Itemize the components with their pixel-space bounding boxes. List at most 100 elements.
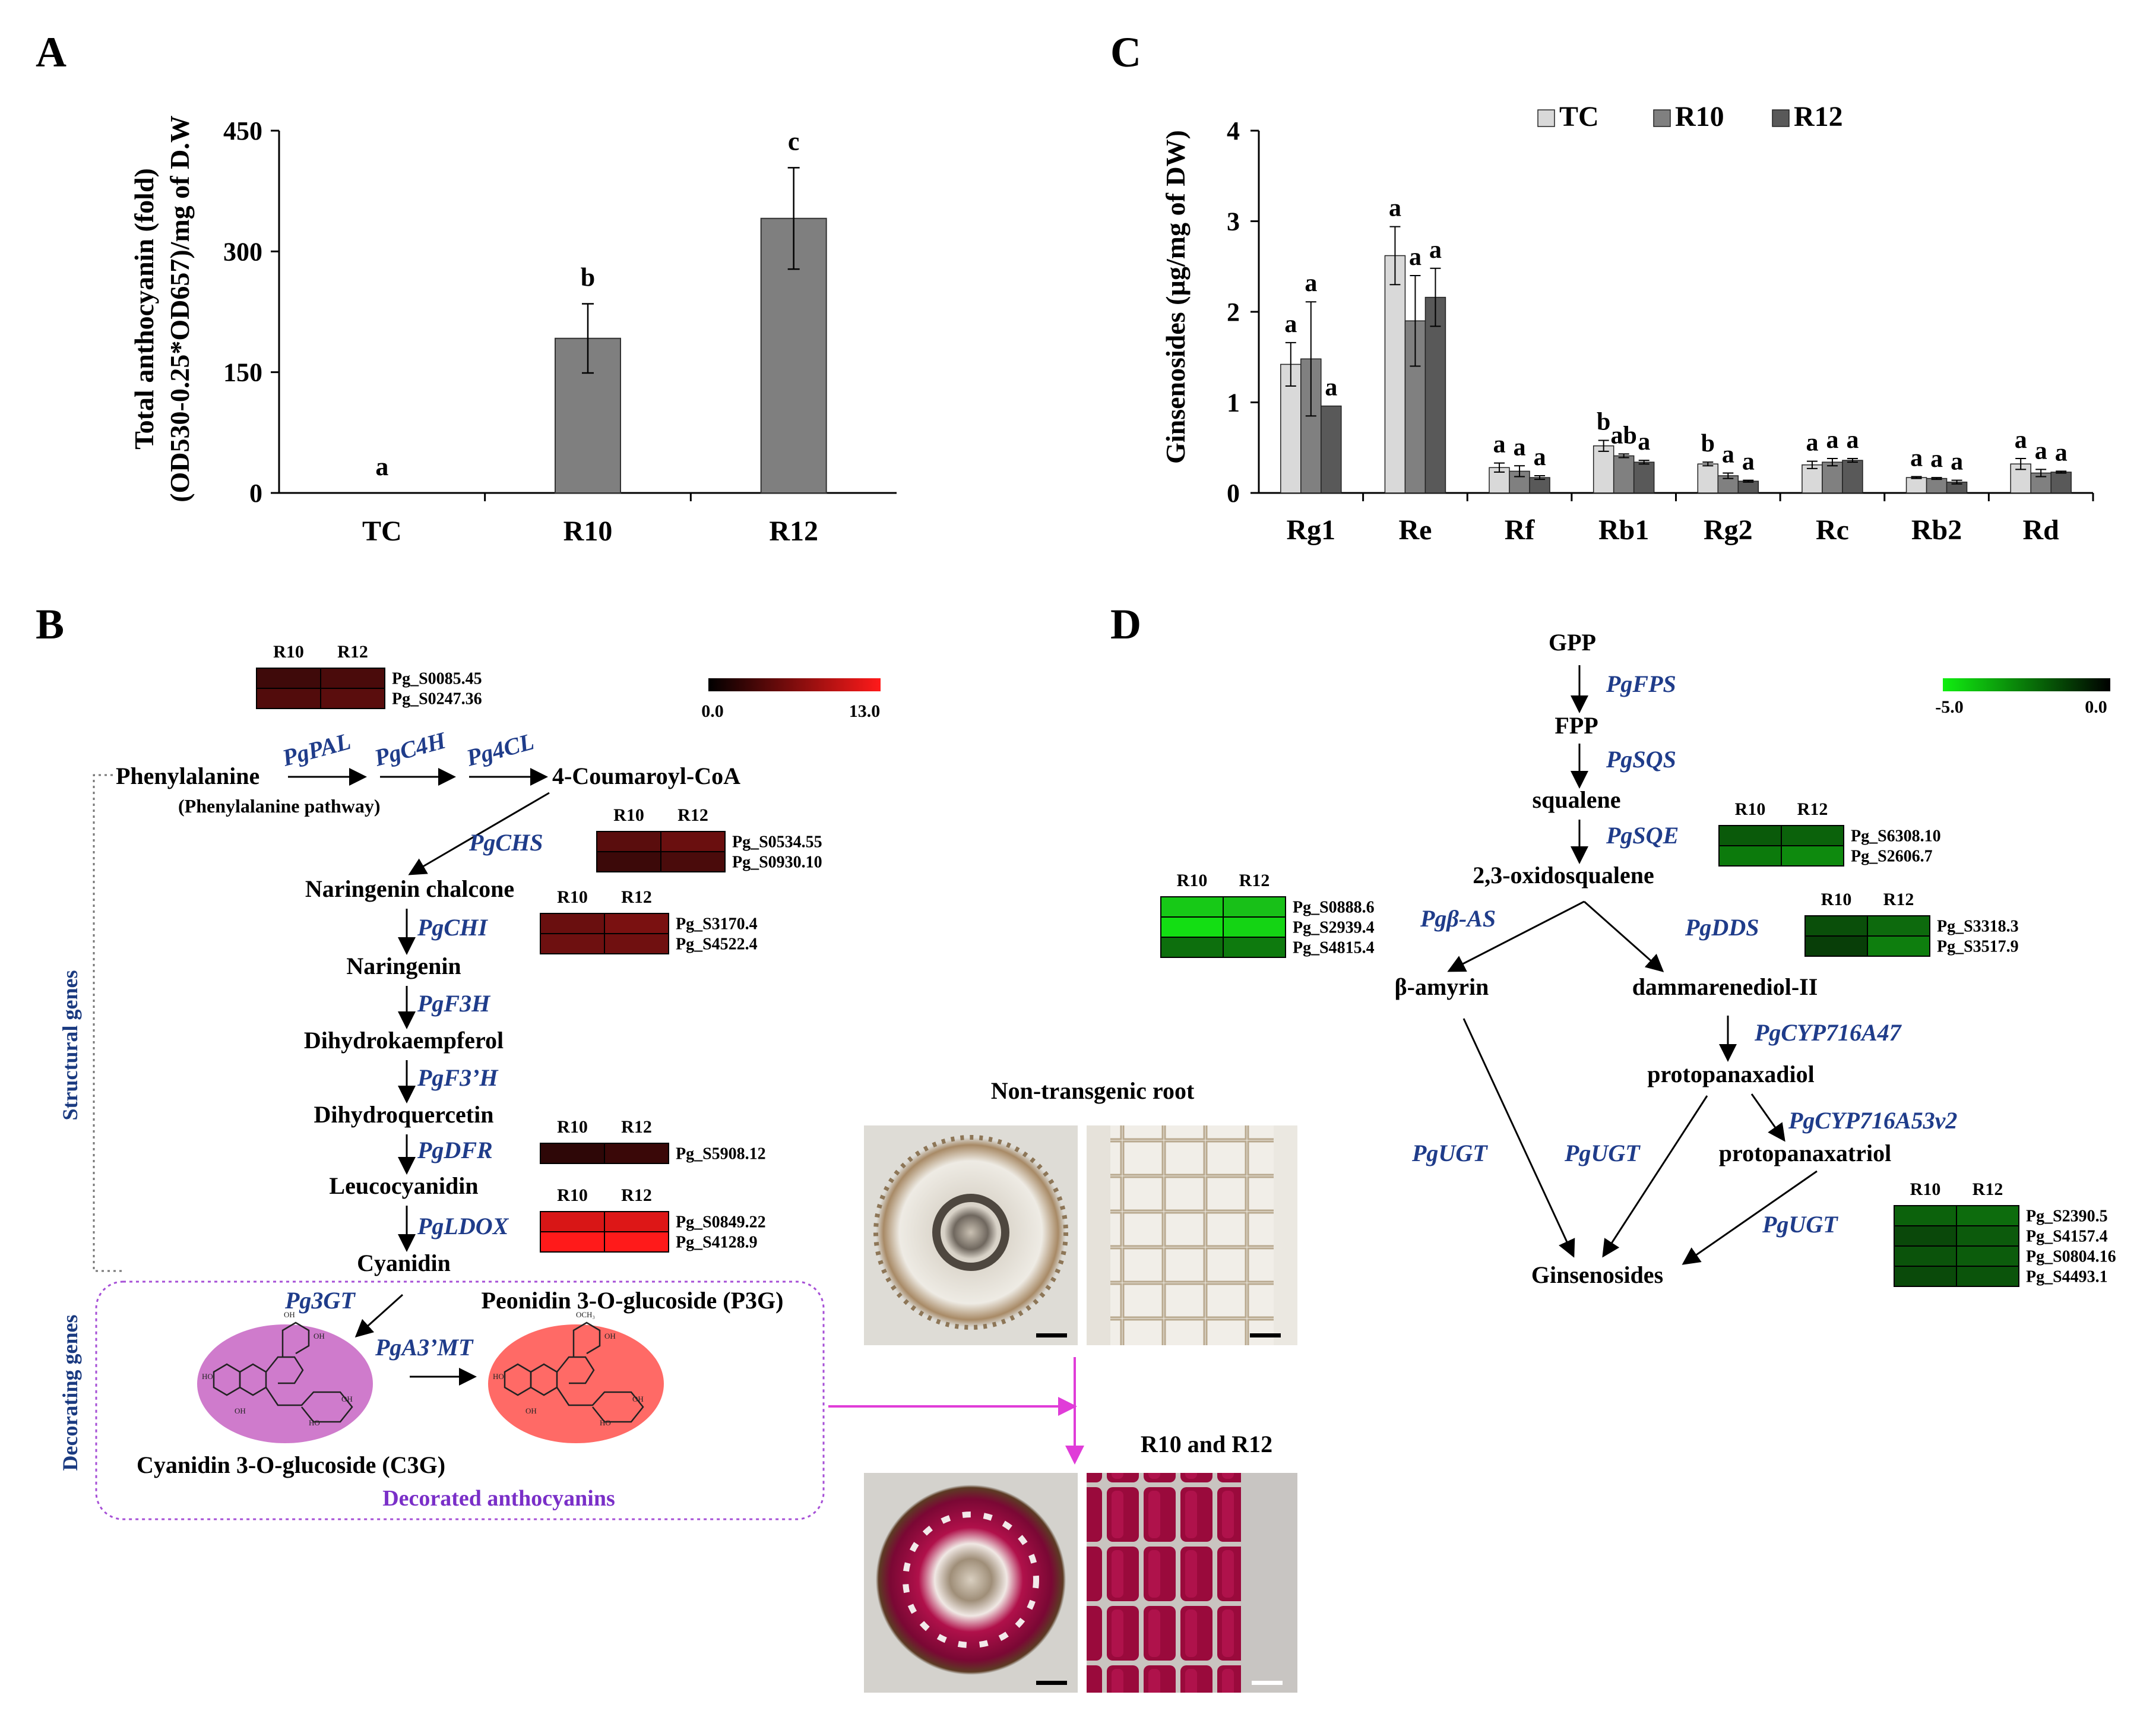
heatmap-cell [1956, 1266, 2019, 1287]
node-beta-amyrin: β-amyrin [1395, 973, 1489, 1000]
heatmap-cell [604, 1143, 669, 1164]
heatmap-cell [540, 913, 605, 934]
svg-text:OH: OH [632, 1395, 644, 1403]
c-sig-letter: a [1305, 270, 1317, 297]
c-sig-letter: a [1325, 374, 1337, 401]
enzyme-ugt-1: PgUGT [1411, 1140, 1488, 1166]
svg-text:OH: OH [604, 1332, 616, 1340]
c-bar [1593, 445, 1614, 494]
heatmap-cell [540, 1231, 605, 1253]
node-naringenin: Naringenin [346, 953, 461, 979]
c-bar [1926, 478, 1948, 494]
node-dihydrokaempferol: Dihydrokaempferol [304, 1027, 504, 1054]
c-sig-letter: ab [1611, 422, 1637, 449]
c-sig-letter: a [1429, 236, 1442, 264]
heatmap-row-label: Pg_S4128.9 [676, 1234, 758, 1252]
heatmap-cell [1160, 896, 1224, 918]
c-sig-letter: a [1389, 195, 1401, 222]
c-sig-letter: b [1597, 409, 1610, 436]
c-xtick-label: Rd [2023, 514, 2060, 546]
svg-text:OH: OH [525, 1406, 537, 1415]
c-legend-label: R12 [1794, 101, 1843, 132]
heatmap-cell [540, 1211, 605, 1232]
c-sig-letter: a [1638, 428, 1650, 456]
c-bar [1384, 255, 1406, 494]
arrow-cyp53 [1750, 1093, 1785, 1142]
panel-b-scale-max: 13.0 [849, 701, 881, 721]
heatmap-cell [256, 688, 321, 709]
heatmap-col-label: R12 [1973, 1180, 2003, 1199]
heatmap-cell [1160, 916, 1224, 938]
heatmap-ugt: R10 R12 Pg_S2390.5 Pg_S4157.4 Pg_S0804.16 Pg_… [1894, 1180, 2116, 1287]
c-sig-letter: a [1930, 445, 1943, 473]
node-p3g: Peonidin 3-O-glucoside (P3G) [482, 1287, 784, 1314]
node-oxidosqualene: 2,3-oxidosqualene [1473, 862, 1654, 888]
c-sig-letter: a [1951, 448, 1963, 476]
node-c3g: Cyanidin 3-O-glucoside (C3G) [137, 1452, 445, 1478]
heatmap-row-label: Pg_S5908.12 [676, 1145, 766, 1163]
c-bar [1280, 363, 1302, 494]
heatmap-row-label: Pg_S4157.4 [2026, 1228, 2108, 1246]
heatmap-cell [660, 831, 726, 852]
heatmap-cell [1718, 845, 1782, 867]
heatmap-row-label: Pg_S0534.55 [732, 833, 822, 852]
heatmap-cell [1894, 1205, 1957, 1226]
decorating-genes-label: Decorating genes [58, 1315, 82, 1471]
panel-b-scale-min: 0.0 [701, 701, 724, 721]
heatmap-pal: R10 R12 Pg_S0085.45 Pg_S0247.36 [256, 642, 482, 709]
heatmap-col-label: R10 [557, 1117, 588, 1137]
c-ytick-label: 2 [1227, 298, 1240, 327]
heatmap-col-label: R12 [337, 642, 368, 662]
c-sig-letter: a [1846, 426, 1859, 454]
heatmap-row-label: Pg_S4493.1 [2026, 1268, 2108, 1286]
enzyme-f3h: PgF3H [417, 990, 491, 1017]
arrow-dds [1584, 900, 1664, 972]
heatmap-cell [540, 1143, 605, 1164]
a-bar [760, 217, 827, 494]
photo-title-r10-r12: R10 and R12 [1141, 1431, 1272, 1457]
c-sig-letter: a [1284, 311, 1297, 338]
node-leucocyanidin: Leucocyanidin [329, 1172, 478, 1199]
panel-c-legend: TC R10 R12 [1537, 101, 1843, 132]
heatmap-row-label: Pg_S0804.16 [2026, 1248, 2116, 1266]
panel-d-color-scale [1943, 678, 2110, 691]
heatmap-col-label: R12 [621, 887, 652, 907]
enzyme-c4h: PgC4H [371, 726, 449, 771]
svg-text:OH: OH [341, 1395, 353, 1403]
c-bar [2050, 472, 2072, 494]
c-xtick-label: Rc [1816, 514, 1849, 546]
node-dammarenediol: dammarenediol-II [1632, 973, 1818, 1000]
arrow-ppd-ginsenosides [1602, 1095, 1708, 1258]
svg-text:OCH₃: OCH₃ [576, 1310, 595, 1319]
heatmap-cell [1804, 915, 1868, 937]
node-protopanaxatriol: protopanaxatriol [1719, 1140, 1891, 1166]
c-xtick-label: Rg2 [1704, 514, 1753, 546]
c-bar [1717, 475, 1739, 494]
node-phe-pathway: (Phenylalanine pathway) [178, 795, 380, 817]
heatmap-cell [1894, 1225, 1957, 1247]
c-bar [1529, 477, 1550, 494]
heatmap-col-label: R12 [1239, 871, 1270, 890]
c-sig-letter: a [1826, 426, 1838, 454]
c-ytick-label: 0 [1227, 479, 1240, 508]
heatmap-col-label: R10 [1177, 871, 1208, 890]
enzyme-4cl: Pg4CL [463, 728, 537, 771]
heatmap-row-label: Pg_S4815.4 [1293, 939, 1375, 957]
svg-text:HO: HO [309, 1418, 320, 1427]
arrow-3gt [354, 1294, 404, 1338]
enzyme-cyp716a53v2: PgCYP716A53v2 [1788, 1107, 1957, 1134]
enzyme-dds: PgDDS [1685, 914, 1759, 941]
svg-text:HO: HO [600, 1418, 611, 1427]
heatmap-cell [540, 933, 605, 954]
c-bar [1509, 470, 1530, 494]
c-sig-letter: a [2035, 437, 2047, 464]
photo-nontransgenic-cross-section [864, 1125, 1078, 1345]
c-sig-letter: a [1514, 434, 1526, 461]
c-xtick-label: Rg1 [1286, 514, 1335, 546]
heatmap-cell [596, 831, 661, 852]
enzyme-ldox: PgLDOX [417, 1213, 509, 1239]
c-sig-letter: a [2015, 426, 2027, 454]
